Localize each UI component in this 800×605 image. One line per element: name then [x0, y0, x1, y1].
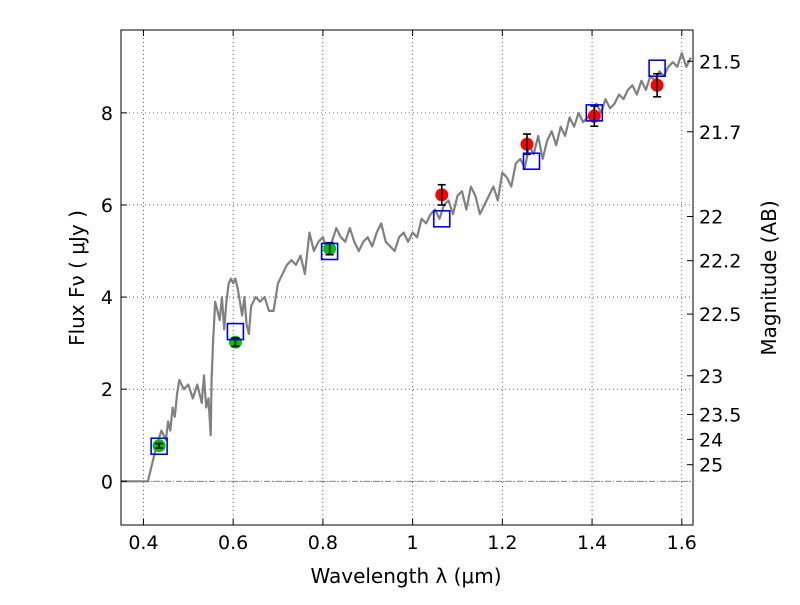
photometry-points	[150, 59, 666, 456]
magnitude-tick-label: 23.5	[699, 404, 741, 426]
magnitude-axis-ticks: 21.5 21.7 22 22.2 22.5 23 23.5 24 25	[687, 51, 741, 477]
x-tick-label: 1	[407, 532, 419, 554]
x-axis-label: Wavelength λ (μm)	[310, 564, 501, 588]
model-spectrum	[121, 51, 692, 483]
magnitude-tick-label: 22.5	[699, 304, 741, 326]
magnitude-tick-label: 22.2	[699, 251, 741, 273]
x-tick-label: 0.8	[308, 532, 338, 554]
y-tick-label: 0	[101, 471, 113, 493]
magnitude-tick-label: 22	[699, 206, 723, 228]
model-spectrum-line	[121, 51, 692, 483]
magnitude-tick-label: 21.5	[699, 51, 741, 73]
magnitude-tick-label: 24	[699, 429, 723, 451]
y-tick-label: 4	[101, 287, 113, 309]
y-tick-label: 6	[101, 195, 113, 217]
x-tick-label: 1.4	[577, 532, 607, 554]
model-band-square	[226, 322, 245, 341]
magnitude-axis-label: Magnitude (AB)	[757, 200, 781, 355]
x-axis-ticks: 0.4 0.6 0.8 1 1.2 1.4 1.6	[128, 30, 697, 554]
x-tick-label: 1.2	[487, 532, 517, 554]
y-tick-label: 2	[101, 379, 113, 401]
x-tick-label: 0.6	[218, 532, 248, 554]
model-band-square	[522, 152, 541, 171]
magnitude-tick-label: 21.7	[699, 122, 741, 144]
magnitude-tick-label: 25	[699, 455, 723, 477]
x-tick-label: 0.4	[128, 532, 158, 554]
model-band-square	[585, 104, 604, 122]
y-axis-ticks: 0 2 4 6 8	[101, 103, 127, 493]
plot-frame	[120, 29, 694, 526]
model-band-square	[432, 209, 451, 228]
x-tick-label: 1.6	[667, 532, 697, 554]
y-axis-label: Flux Fν ( μJy )	[65, 210, 89, 346]
model-band-square	[150, 437, 168, 456]
y-tick-label: 8	[101, 103, 113, 125]
model-band-square	[648, 59, 666, 78]
model-band-square	[320, 242, 339, 261]
magnitude-tick-label: 23	[699, 366, 723, 388]
